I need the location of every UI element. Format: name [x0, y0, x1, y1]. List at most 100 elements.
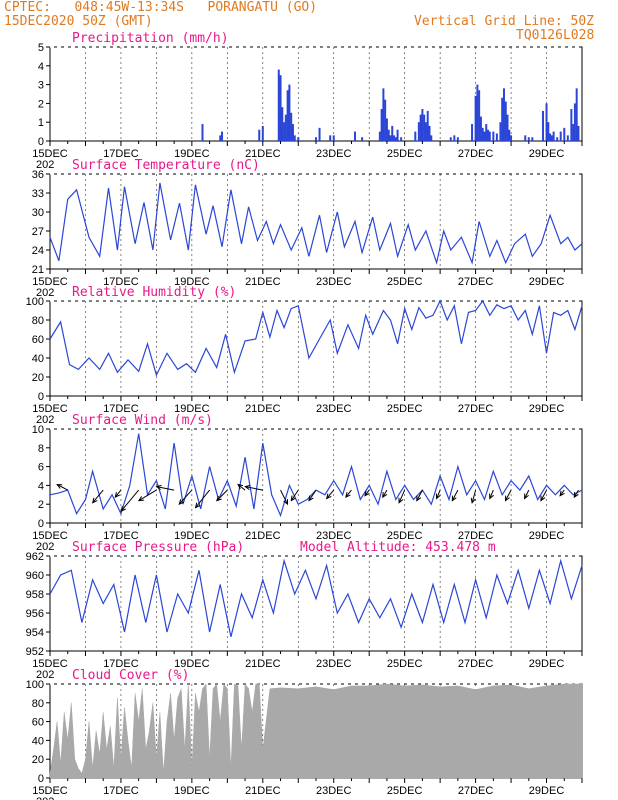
precip-bar [261, 125, 264, 141]
precip-bar [385, 118, 388, 141]
precip-bar [541, 110, 544, 141]
panel-pressure: 952 954 956 958 960 962 15DEC 17DEC 19DEC 21DEC 23… [26, 540, 583, 681]
ytick-label: 20 [32, 372, 44, 384]
precip-bar [423, 114, 426, 141]
wind-arrow-shaft [471, 489, 477, 503]
precip-bar [419, 114, 422, 141]
wind-arrow-head [194, 502, 201, 509]
xtick-label: 29DEC [529, 276, 565, 288]
wind-arrow-shaft [216, 489, 228, 501]
wind-arrow [540, 489, 547, 502]
xtick-label: 27DEC [458, 658, 494, 670]
wind-arrow-shaft [345, 489, 352, 498]
wind-arrow-head [364, 490, 370, 497]
panel-title: Cloud Cover (%) [72, 668, 189, 683]
ytick-label: 80 [32, 698, 44, 710]
precip-bar [476, 84, 479, 141]
precip-bar [258, 129, 261, 141]
xtick-label: 15DEC [32, 658, 68, 670]
xtick-label: 23DEC [316, 530, 352, 542]
precip-bar [504, 101, 507, 141]
xtick-label: 21DEC [245, 530, 281, 542]
precip-bar [318, 127, 321, 141]
precip-bar [283, 122, 286, 141]
ytick-label: 2 [38, 98, 44, 110]
wind-arrow-shaft [451, 489, 459, 501]
wind-arrow-head [416, 495, 422, 502]
xtick-label: 29DEC [529, 785, 565, 797]
wind-arrow-head [308, 495, 314, 502]
xtick-label: 21DEC [245, 658, 281, 670]
wind-arrow-head [155, 484, 162, 490]
wind-arrow [194, 489, 210, 509]
precip-bar [499, 122, 502, 141]
wind-arrow-head [435, 493, 441, 500]
wind-arrow-head [244, 484, 251, 490]
wind-arrow [559, 489, 565, 497]
precip-bar [424, 122, 427, 141]
wind-arrow-shaft [416, 489, 423, 501]
precip-bar [396, 129, 399, 141]
series-line-pressure [49, 558, 583, 637]
wind-arrow-shaft [573, 489, 579, 498]
panel-title: Surface Temperature (nC) [72, 158, 260, 173]
ytick-label: 0 [38, 773, 44, 785]
wind-arrow-shaft [524, 489, 530, 499]
precip-bar [201, 124, 204, 141]
xtick-label: 29DEC [529, 148, 565, 160]
wind-arrow-head [451, 495, 457, 502]
precip-bar [550, 135, 553, 141]
xtick-label: 25DEC [387, 530, 423, 542]
precip-bar [481, 127, 484, 141]
panel-wind: 0 2 4 6 8 10 15DEC 17DEC 19DEC 21DEC 23DEC 25DEC 27D… [32, 413, 583, 553]
xtick-label: 19DEC [174, 785, 210, 797]
xtick-label: 17DEC [103, 148, 139, 160]
wind-arrow [178, 489, 193, 505]
wind-arrow-head [215, 495, 222, 502]
precip-bar [573, 103, 576, 141]
wind-arrow-shaft [505, 489, 512, 501]
precip-bar [510, 135, 513, 141]
xtick-label: 21DEC [245, 403, 281, 415]
precip-bar [315, 137, 317, 141]
xtick-label: 19DEC [174, 148, 210, 160]
wind-arrow-shaft [436, 489, 441, 499]
precip-bar [572, 124, 575, 141]
precip-bar [430, 135, 433, 141]
precip-bar [495, 133, 498, 141]
precip-bar [279, 75, 282, 141]
ytick-label: 0 [38, 518, 44, 530]
wind-arrow [155, 484, 175, 491]
xtick-label: 19DEC [174, 530, 210, 542]
precip-bar [563, 127, 566, 141]
wind-arrow [364, 489, 370, 497]
wind-arrow [137, 489, 157, 502]
precip-bar [329, 135, 332, 141]
precip-bar [479, 116, 482, 141]
precip-bar [547, 122, 550, 141]
precip-bar [219, 135, 222, 141]
xtick-label: 23DEC [316, 148, 352, 160]
panel-annotation: Model Altitude: 453.478 m [300, 540, 496, 555]
precip-bar [361, 137, 364, 141]
wind-arrow-head [470, 497, 476, 504]
xtick-cut-label: 202 [36, 669, 54, 681]
xtick-label: 23DEC [316, 658, 352, 670]
ytick-label: 958 [26, 589, 44, 601]
wind-arrow [451, 489, 459, 502]
wind-arrow-head [237, 483, 244, 490]
panel-frame [49, 428, 583, 524]
precip-bar [508, 129, 511, 141]
precip-bar [421, 109, 424, 141]
ytick-label: 6 [38, 462, 44, 474]
precip-bar [502, 88, 505, 141]
precip-bar [426, 110, 429, 141]
ytick-label: 1 [38, 117, 44, 129]
precip-bar [417, 122, 420, 141]
wind-arrow-shaft [489, 489, 494, 499]
wind-arrow-head [290, 495, 296, 502]
precip-bar [556, 137, 559, 141]
precip-bar [394, 137, 397, 141]
wind-arrow-shaft [540, 489, 547, 501]
